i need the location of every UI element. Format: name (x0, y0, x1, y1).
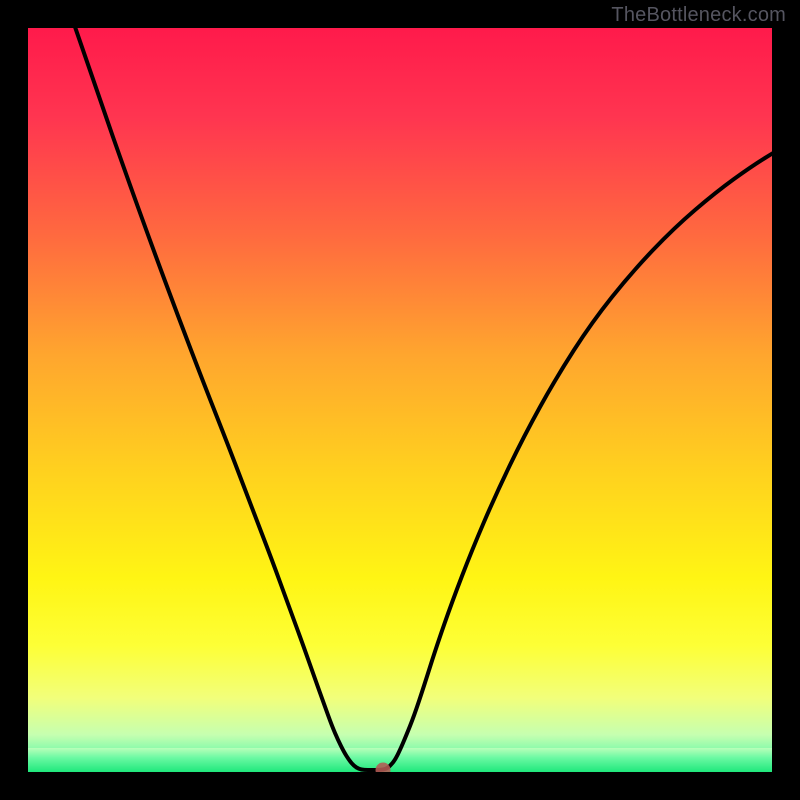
green-bottom-band (28, 748, 772, 772)
min-point-marker (376, 763, 391, 773)
watermark-text: TheBottleneck.com (611, 4, 786, 27)
bottleneck-curve (28, 28, 772, 772)
plot-area (28, 28, 772, 772)
curve-path (74, 28, 772, 770)
outer-frame (0, 0, 800, 800)
chart-background-gradient (28, 28, 772, 772)
